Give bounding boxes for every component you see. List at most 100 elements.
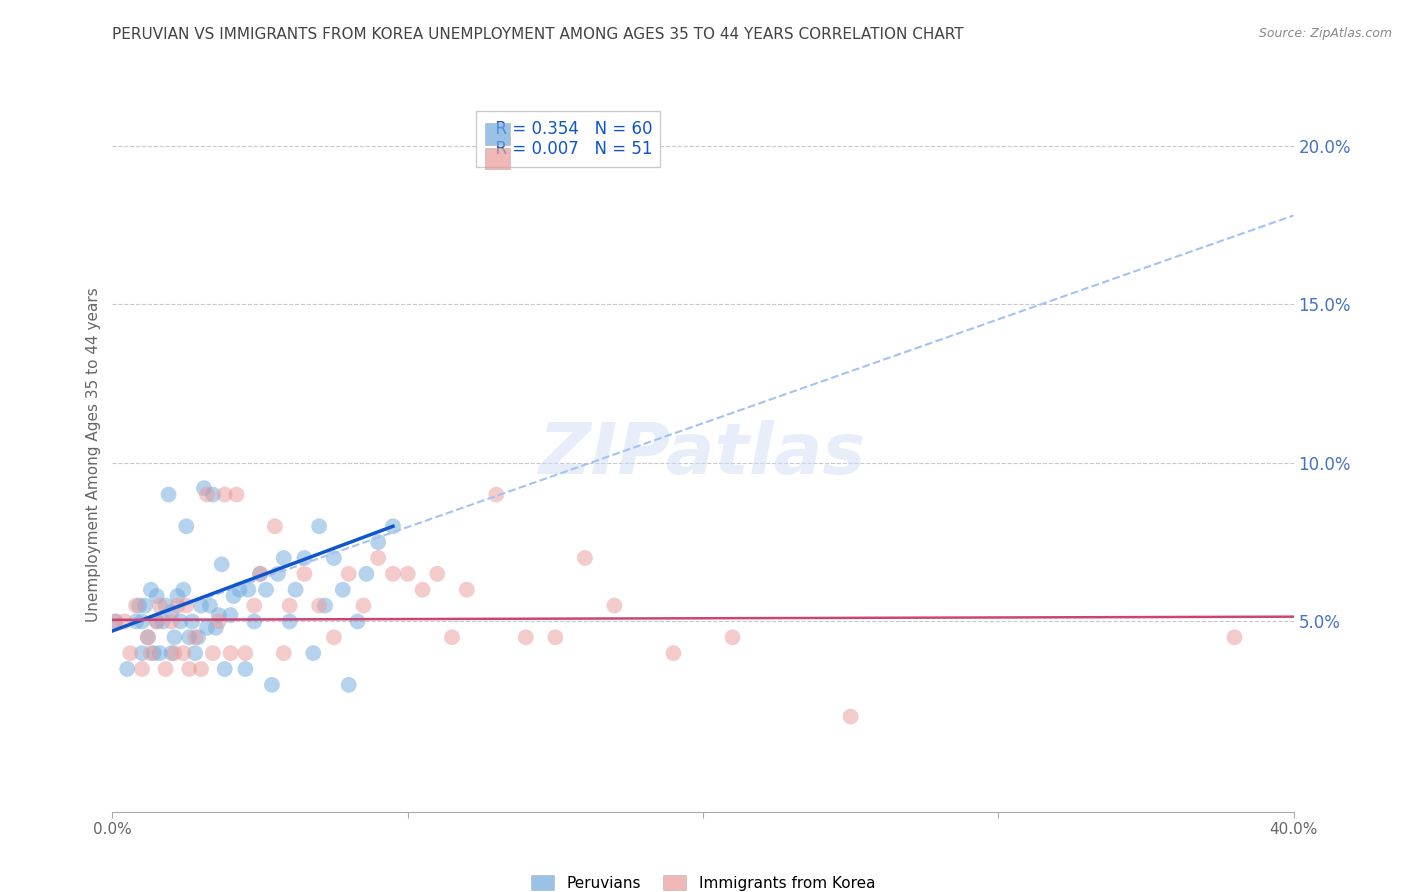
Point (149, 599, 172, 613)
Point (278, 599, 301, 613)
Point (190, 662, 212, 676)
Point (544, 630, 567, 644)
Point (426, 566, 449, 581)
Point (155, 599, 177, 613)
Point (346, 615, 368, 629)
Point (169, 615, 191, 629)
Point (721, 630, 744, 644)
Point (356, 566, 378, 581)
Y-axis label: Unemployment Among Ages 35 to 44 years: Unemployment Among Ages 35 to 44 years (86, 287, 101, 623)
Point (323, 630, 346, 644)
Point (172, 582, 194, 597)
Point (120, 646, 142, 660)
Text: ZIPatlas: ZIPatlas (540, 420, 866, 490)
Point (267, 566, 290, 581)
FancyBboxPatch shape (485, 123, 510, 145)
Point (174, 599, 197, 613)
Text: PERUVIAN VS IMMIGRANTS FROM KOREA UNEMPLOYMENT AMONG AGES 35 TO 44 YEARS CORRELA: PERUVIAN VS IMMIGRANTS FROM KOREA UNEMPL… (112, 27, 965, 42)
Point (323, 551, 346, 566)
Point (136, 630, 159, 644)
Point (441, 630, 464, 644)
Point (104, 615, 127, 629)
Point (139, 646, 162, 660)
Point (179, 630, 201, 644)
Point (515, 630, 537, 644)
Point (160, 646, 183, 660)
Point (352, 599, 374, 613)
Point (117, 662, 138, 676)
Point (485, 487, 508, 501)
Point (214, 662, 236, 676)
Point (839, 709, 862, 723)
Text: R = 0.354   N = 60
  R = 0.007   N = 51: R = 0.354 N = 60 R = 0.007 N = 51 (485, 120, 652, 158)
Point (146, 589, 169, 603)
Point (254, 582, 277, 597)
Point (337, 678, 360, 692)
FancyBboxPatch shape (485, 148, 510, 169)
Point (208, 608, 231, 623)
Point (243, 599, 266, 613)
Point (382, 519, 405, 533)
Point (332, 582, 354, 597)
Point (184, 630, 207, 644)
Point (166, 589, 188, 603)
Point (337, 566, 360, 581)
Point (104, 615, 127, 629)
Point (184, 646, 207, 660)
Point (163, 630, 186, 644)
Point (190, 599, 212, 613)
Point (195, 487, 218, 501)
Point (214, 487, 236, 501)
Point (367, 551, 389, 566)
Point (201, 487, 224, 501)
Point (142, 646, 165, 660)
Point (662, 646, 685, 660)
Point (155, 662, 177, 676)
Point (208, 615, 231, 629)
Point (603, 599, 626, 613)
Point (125, 599, 148, 613)
Point (146, 615, 169, 629)
Point (157, 487, 180, 501)
Point (238, 582, 260, 597)
Point (125, 615, 148, 629)
Point (201, 646, 224, 660)
Point (260, 678, 283, 692)
Point (187, 630, 209, 644)
Point (219, 608, 242, 623)
Point (181, 615, 204, 629)
Point (195, 621, 218, 635)
Point (131, 662, 153, 676)
Point (179, 662, 201, 676)
Point (367, 535, 389, 549)
Point (152, 615, 174, 629)
Point (273, 646, 295, 660)
Point (243, 615, 266, 629)
Point (112, 615, 135, 629)
Point (131, 646, 153, 660)
Point (302, 646, 325, 660)
Point (134, 599, 156, 613)
Point (193, 481, 215, 495)
Point (292, 566, 315, 581)
Point (314, 599, 336, 613)
Point (228, 582, 250, 597)
Point (205, 621, 228, 635)
Point (149, 646, 172, 660)
Point (264, 519, 287, 533)
Text: Source: ZipAtlas.com: Source: ZipAtlas.com (1258, 27, 1392, 40)
Point (292, 551, 315, 566)
Point (128, 599, 150, 613)
Point (146, 615, 169, 629)
Point (211, 558, 233, 572)
Point (233, 646, 256, 660)
Point (174, 519, 197, 533)
Point (273, 551, 295, 566)
Point (136, 630, 159, 644)
Point (139, 582, 162, 597)
Point (198, 599, 221, 613)
Point (574, 551, 596, 566)
Point (382, 566, 405, 581)
Point (131, 615, 153, 629)
Point (249, 566, 271, 581)
